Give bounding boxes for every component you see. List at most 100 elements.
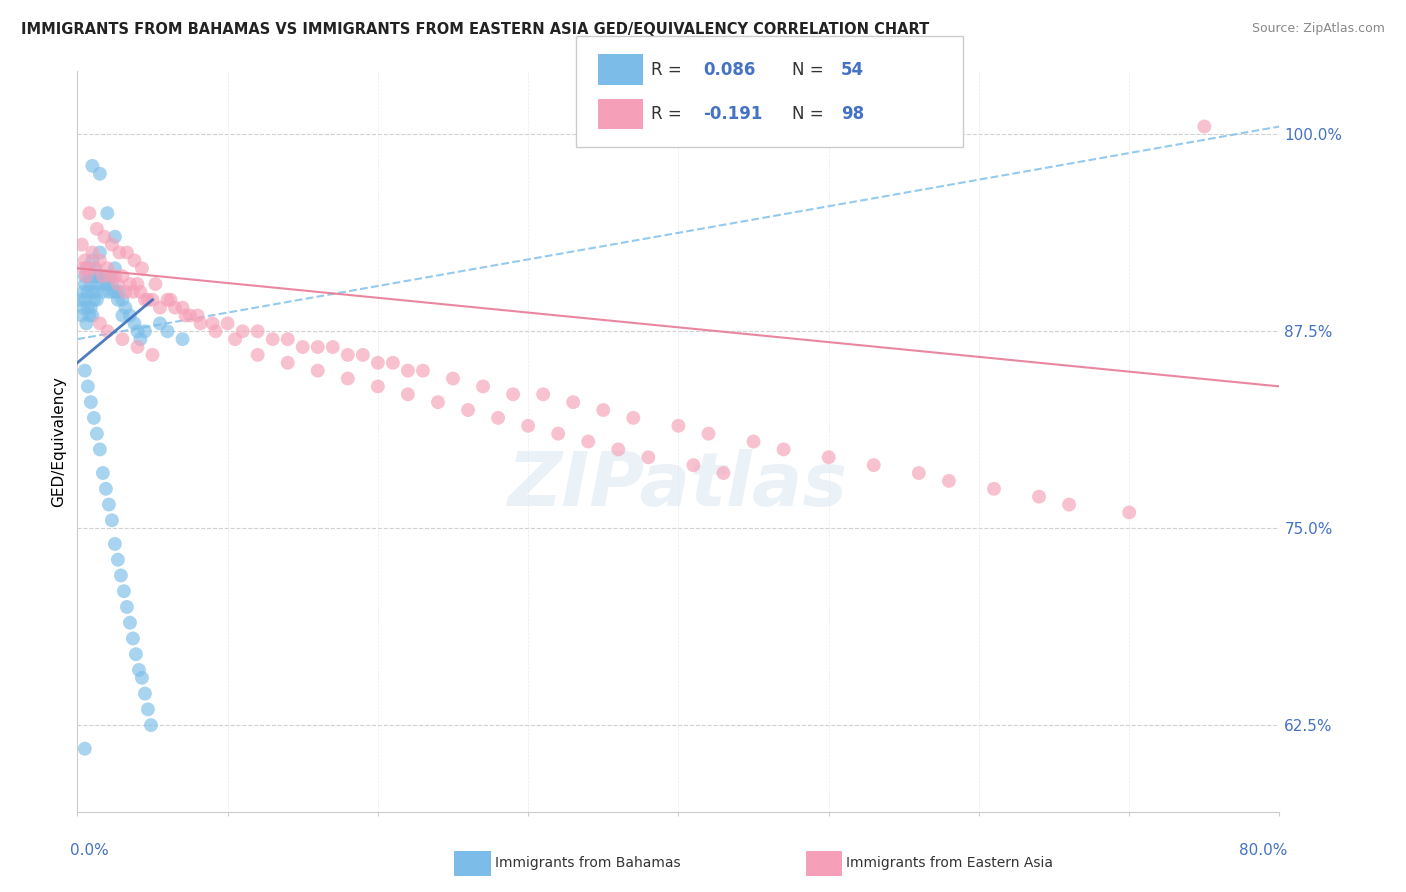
Text: IMMIGRANTS FROM BAHAMAS VS IMMIGRANTS FROM EASTERN ASIA GED/EQUIVALENCY CORRELAT: IMMIGRANTS FROM BAHAMAS VS IMMIGRANTS FR… bbox=[21, 22, 929, 37]
Text: R =: R = bbox=[651, 61, 688, 78]
Point bbox=[86, 269, 108, 284]
Point bbox=[111, 309, 134, 323]
Immigrants from Eastern Asia bbox=[713, 466, 735, 480]
Immigrants from Eastern Asia bbox=[817, 450, 839, 465]
Immigrants from Eastern Asia bbox=[224, 332, 246, 346]
Point bbox=[149, 317, 172, 331]
Immigrants from Eastern Asia bbox=[217, 317, 239, 331]
Point bbox=[128, 663, 150, 677]
Immigrants from Eastern Asia bbox=[91, 269, 114, 284]
Immigrants from Eastern Asia bbox=[277, 356, 299, 370]
Immigrants from Eastern Asia bbox=[70, 237, 93, 252]
Immigrants from Eastern Asia bbox=[89, 317, 111, 331]
Immigrants from Bahamas bbox=[73, 741, 96, 756]
Point bbox=[83, 269, 105, 284]
Point bbox=[89, 442, 111, 457]
Immigrants from Eastern Asia bbox=[322, 340, 344, 354]
Point bbox=[104, 261, 127, 276]
Point bbox=[101, 513, 124, 527]
Text: 54: 54 bbox=[841, 61, 863, 78]
Point bbox=[91, 466, 114, 480]
Immigrants from Eastern Asia bbox=[124, 253, 146, 268]
Immigrants from Eastern Asia bbox=[396, 364, 419, 378]
Immigrants from Eastern Asia bbox=[107, 277, 129, 291]
Point bbox=[97, 285, 120, 299]
Immigrants from Eastern Asia bbox=[179, 309, 201, 323]
Immigrants from Eastern Asia bbox=[114, 285, 136, 299]
Immigrants from Eastern Asia bbox=[104, 269, 127, 284]
Immigrants from Eastern Asia bbox=[637, 450, 659, 465]
Immigrants from Eastern Asia bbox=[246, 324, 269, 338]
Immigrants from Eastern Asia bbox=[862, 458, 884, 472]
Point bbox=[129, 332, 152, 346]
Immigrants from Eastern Asia bbox=[668, 418, 690, 433]
Immigrants from Eastern Asia bbox=[367, 356, 389, 370]
Immigrants from Eastern Asia bbox=[246, 348, 269, 362]
Point bbox=[83, 411, 105, 425]
Point bbox=[118, 309, 141, 323]
Point bbox=[125, 647, 148, 661]
Immigrants from Eastern Asia bbox=[307, 340, 329, 354]
Immigrants from Eastern Asia bbox=[118, 277, 141, 291]
Point bbox=[80, 301, 103, 315]
Point bbox=[76, 301, 98, 315]
Immigrants from Eastern Asia bbox=[621, 411, 644, 425]
Immigrants from Eastern Asia bbox=[96, 324, 118, 338]
Point bbox=[118, 615, 141, 630]
Immigrants from Eastern Asia bbox=[262, 332, 284, 346]
Point bbox=[89, 167, 111, 181]
Immigrants from Eastern Asia bbox=[172, 301, 194, 315]
Point bbox=[103, 285, 125, 299]
Text: 0.0%: 0.0% bbox=[70, 843, 108, 858]
Immigrants from Eastern Asia bbox=[129, 285, 152, 299]
Point bbox=[79, 309, 101, 323]
Immigrants from Eastern Asia bbox=[141, 293, 163, 307]
Immigrants from Eastern Asia bbox=[908, 466, 931, 480]
Immigrants from Eastern Asia bbox=[163, 301, 186, 315]
Point bbox=[105, 285, 128, 299]
Immigrants from Eastern Asia bbox=[186, 309, 209, 323]
Point bbox=[72, 301, 94, 315]
Immigrants from Eastern Asia bbox=[352, 348, 374, 362]
Point bbox=[93, 277, 115, 291]
Immigrants from Eastern Asia bbox=[772, 442, 794, 457]
Text: 0.086: 0.086 bbox=[703, 61, 755, 78]
Point bbox=[111, 293, 134, 307]
Immigrants from Eastern Asia bbox=[86, 222, 108, 236]
Immigrants from Eastern Asia bbox=[396, 387, 419, 401]
Immigrants from Eastern Asia bbox=[1057, 498, 1080, 512]
Point bbox=[127, 324, 149, 338]
Point bbox=[79, 269, 101, 284]
Point bbox=[104, 229, 127, 244]
Text: Source: ZipAtlas.com: Source: ZipAtlas.com bbox=[1251, 22, 1385, 36]
Point bbox=[110, 568, 132, 582]
Immigrants from Eastern Asia bbox=[412, 364, 434, 378]
Immigrants from Eastern Asia bbox=[472, 379, 495, 393]
Immigrants from Eastern Asia bbox=[232, 324, 254, 338]
Point bbox=[70, 309, 93, 323]
Text: ZIPatlas: ZIPatlas bbox=[509, 450, 848, 523]
Immigrants from Eastern Asia bbox=[127, 340, 149, 354]
Immigrants from Eastern Asia bbox=[291, 340, 314, 354]
Text: N =: N = bbox=[792, 61, 828, 78]
Immigrants from Eastern Asia bbox=[79, 206, 101, 220]
Point bbox=[82, 253, 104, 268]
Point bbox=[80, 395, 103, 409]
Point bbox=[107, 293, 129, 307]
Immigrants from Eastern Asia bbox=[93, 229, 115, 244]
Point bbox=[131, 671, 153, 685]
Point bbox=[94, 269, 117, 284]
Point bbox=[107, 552, 129, 566]
Immigrants from Eastern Asia bbox=[145, 277, 167, 291]
Immigrants from Eastern Asia bbox=[457, 403, 479, 417]
Y-axis label: GED/Equivalency: GED/Equivalency bbox=[51, 376, 66, 507]
Immigrants from Eastern Asia bbox=[367, 379, 389, 393]
Immigrants from Eastern Asia bbox=[502, 387, 524, 401]
Point bbox=[134, 324, 156, 338]
Point bbox=[90, 269, 112, 284]
Immigrants from Eastern Asia bbox=[277, 332, 299, 346]
Text: Immigrants from Bahamas: Immigrants from Bahamas bbox=[495, 856, 681, 871]
Text: N =: N = bbox=[792, 105, 828, 123]
Point bbox=[139, 718, 162, 732]
Immigrants from Eastern Asia bbox=[72, 261, 94, 276]
